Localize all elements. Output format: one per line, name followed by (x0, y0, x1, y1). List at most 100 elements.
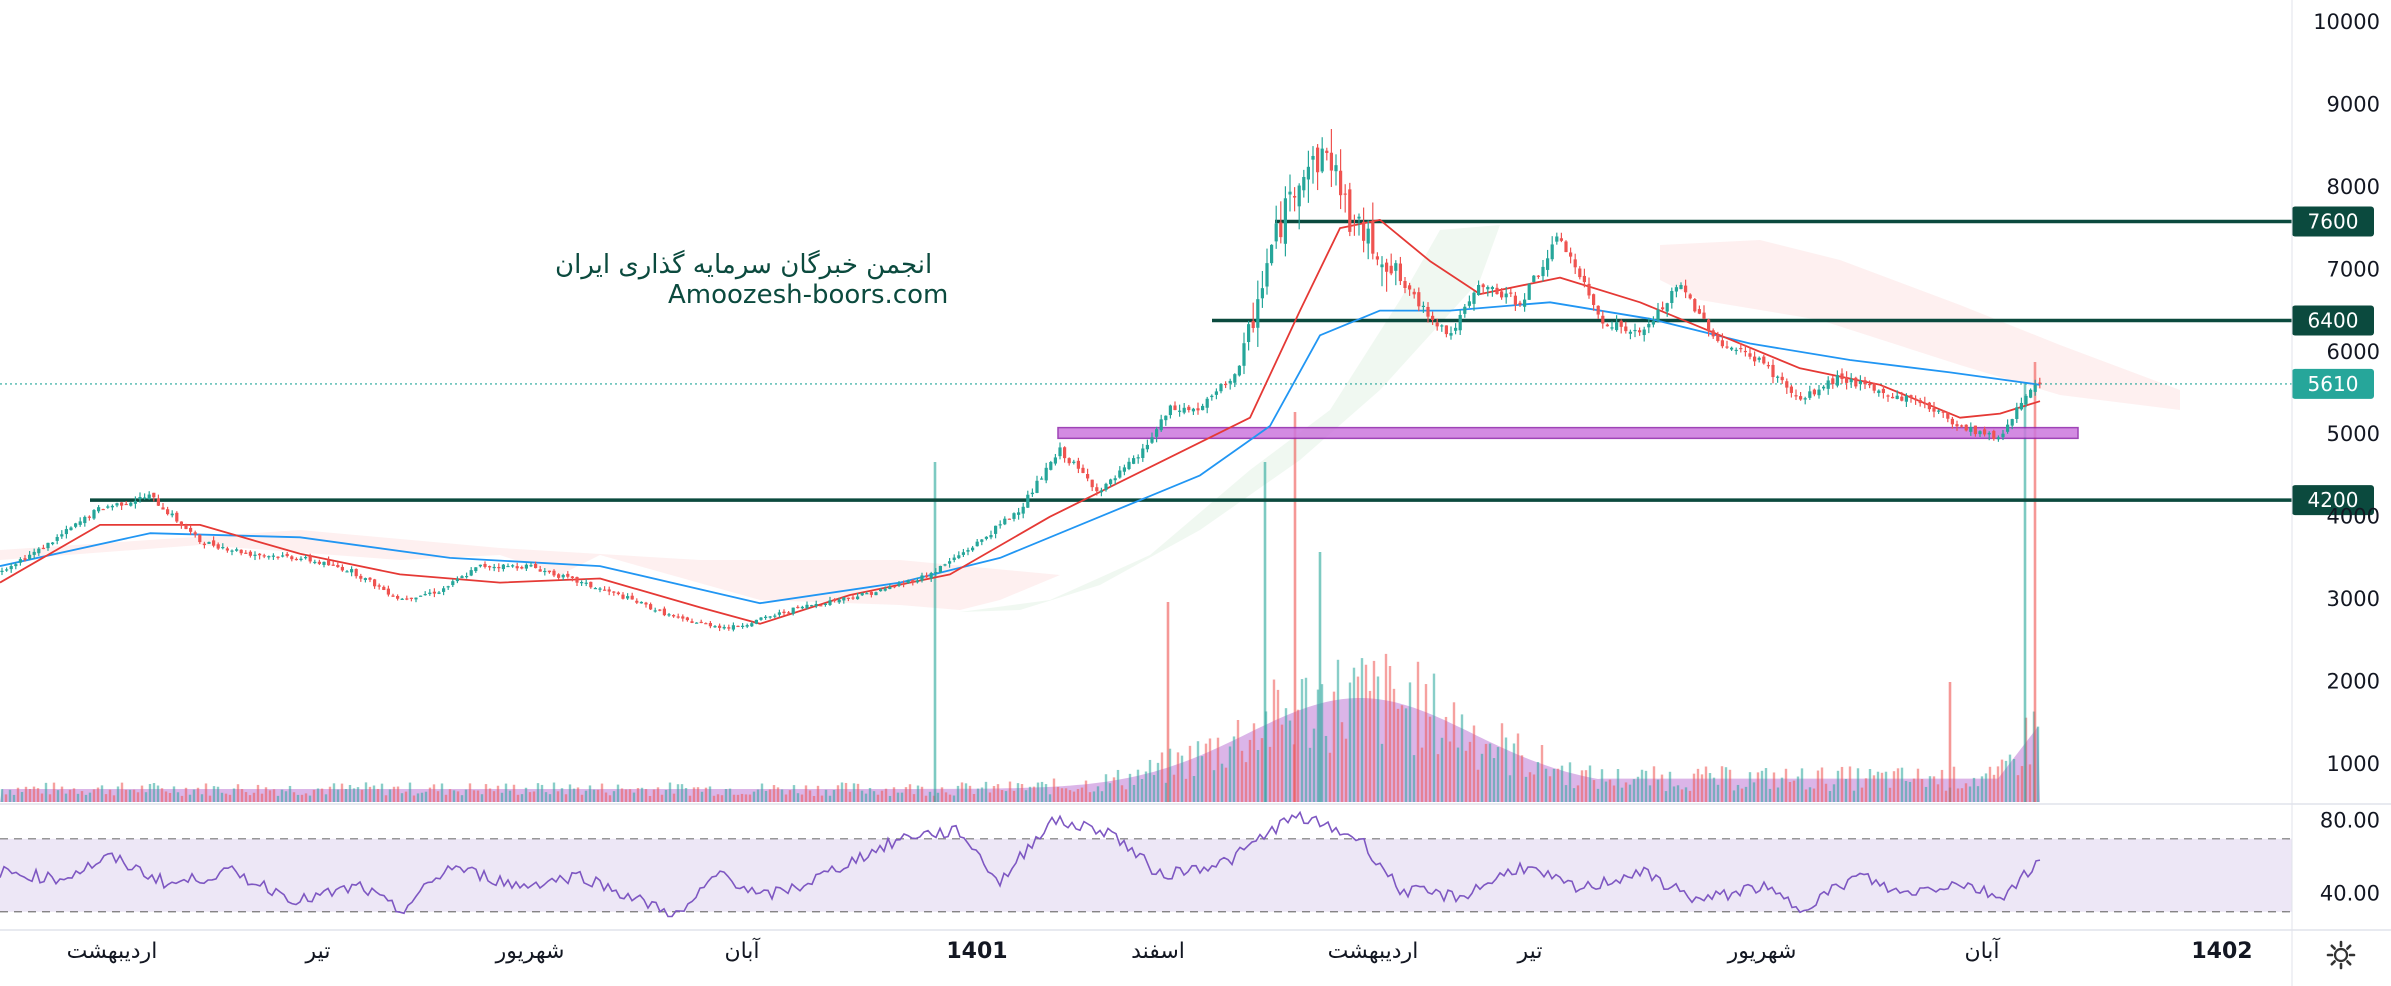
candle-body (483, 563, 487, 567)
volume-bar (724, 789, 728, 802)
candle-body (626, 596, 630, 599)
candle-body (980, 539, 984, 542)
candle-body (1941, 411, 1945, 413)
volume-bar (1136, 769, 1140, 802)
candle-body (1067, 458, 1071, 464)
candle-body (1730, 347, 1734, 350)
volume-bar (456, 791, 460, 802)
candle-body (1095, 487, 1099, 492)
volume-spike (2023, 382, 2027, 802)
volume-bar (224, 793, 228, 802)
volume-bar (220, 792, 224, 802)
volume-bar (1916, 768, 1920, 802)
volume-bar (1476, 769, 1480, 802)
support-zone (1057, 426, 2079, 440)
candle-body (248, 551, 252, 556)
volume-bar (732, 794, 736, 802)
candle-body (998, 524, 1002, 526)
volume-bar (1840, 766, 1844, 802)
candle-body (1578, 268, 1582, 278)
volume-bar (1584, 770, 1588, 802)
volume-bar (980, 787, 984, 802)
candle-body (175, 512, 179, 522)
volume-bar (1720, 766, 1724, 802)
volume-bar (1596, 788, 1600, 802)
candle-body (46, 542, 50, 549)
volume-bar (176, 792, 180, 802)
candle-body (607, 589, 611, 592)
price-tick-label: 1000 (2327, 752, 2380, 776)
settings-gear-icon[interactable] (2324, 938, 2358, 972)
candle-body (1237, 365, 1241, 376)
volume-bar (1964, 783, 1968, 802)
volume-bar (1696, 768, 1700, 802)
volume-bar (768, 789, 772, 802)
volume-bar (164, 791, 168, 802)
candle-body (1964, 424, 1968, 431)
candle-body (1371, 220, 1375, 254)
volume-bar (1732, 790, 1736, 802)
volume-bar (480, 794, 484, 802)
candle-body (966, 550, 970, 552)
volume-bar (1240, 750, 1244, 802)
volume-bar (716, 794, 720, 802)
candle-body (317, 561, 321, 564)
candle-body (391, 595, 395, 597)
volume-bar (1808, 787, 1812, 802)
candle-body (1904, 395, 1908, 402)
candle-body (1058, 447, 1062, 457)
volume-bar (1972, 777, 1976, 802)
volume-bar (1576, 785, 1580, 802)
volume-bar (1464, 750, 1468, 802)
volume-bar (1372, 660, 1376, 802)
candle-body (1849, 379, 1853, 383)
candle-body (736, 625, 740, 628)
volume-bar (1052, 778, 1056, 802)
volume-bar (1612, 785, 1616, 802)
candle-body (345, 571, 349, 573)
volume-bar (420, 792, 424, 802)
volume-bar (1260, 738, 1264, 802)
candle-body (386, 588, 390, 595)
volume-bar (1800, 768, 1804, 802)
candle-body (1366, 228, 1370, 244)
candle-body (1072, 461, 1076, 463)
candle-body (1316, 147, 1320, 173)
candle-body (110, 505, 114, 508)
candle-body (281, 555, 285, 557)
volume-bar (712, 795, 716, 802)
candle-body (170, 513, 174, 516)
candle-body (722, 626, 726, 629)
volume-bar (1868, 769, 1872, 802)
candle-body (1509, 292, 1513, 294)
candle-body (1320, 148, 1324, 172)
candle-body (1684, 285, 1688, 293)
volume-bar (568, 784, 572, 802)
candle-body (212, 540, 216, 546)
horizontal-levels: 7600 6400 4200 5610 (0, 206, 2374, 516)
volume-bar (976, 788, 980, 802)
candle-body (1214, 391, 1218, 395)
volume-bar (1668, 771, 1672, 802)
volume-bar (1220, 763, 1224, 802)
volume-bar (648, 795, 652, 802)
volume-bar (332, 783, 336, 802)
candle-body (1835, 375, 1839, 386)
candle-body (1228, 380, 1232, 384)
volume-bar (1616, 769, 1620, 802)
candle-body (41, 547, 45, 550)
candle-body (474, 567, 478, 572)
candle-body (1619, 320, 1623, 327)
candle-body (1891, 396, 1895, 399)
volume-bar (1920, 779, 1924, 802)
time-axis-label: اردیبهشت (67, 939, 158, 964)
candle-body (1817, 389, 1821, 396)
candle-body (938, 565, 942, 573)
volume-bar (232, 788, 236, 802)
volume-bar (352, 788, 356, 802)
volume-bar (1196, 741, 1200, 802)
price-tick-label: 2000 (2327, 670, 2380, 694)
candle-body (892, 586, 896, 588)
candle-body (1044, 467, 1048, 481)
